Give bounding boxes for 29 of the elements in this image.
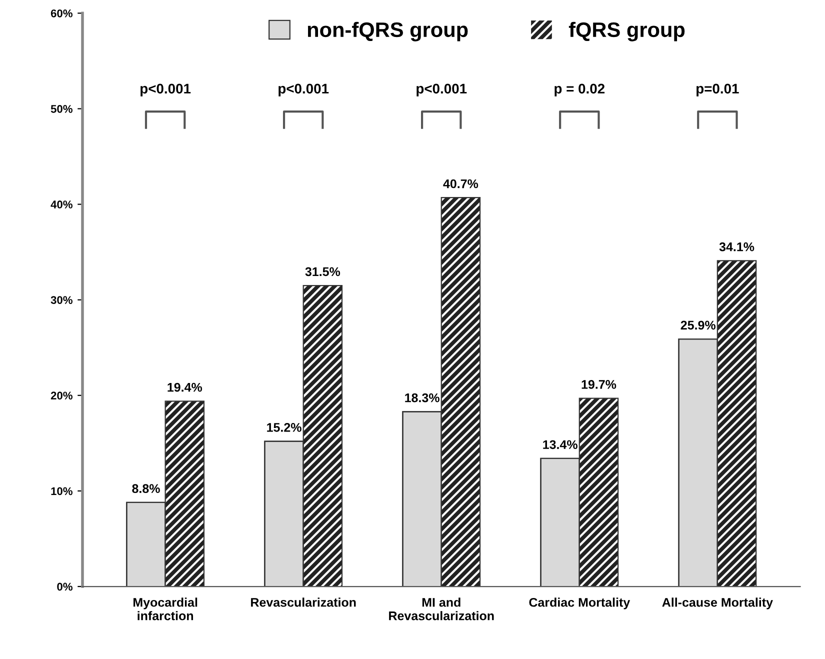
annotation: p=0.01 xyxy=(696,84,739,96)
annotation: p<0.001 xyxy=(416,84,467,96)
y-tick-label: 50% xyxy=(50,105,72,113)
data-label: 19.7% xyxy=(582,380,616,389)
data-label: 18.3% xyxy=(405,393,440,402)
y-tick-label: 30% xyxy=(50,296,72,304)
data-label: 15.2% xyxy=(267,423,302,432)
x-tick-label: All-cause Mortality xyxy=(662,598,773,610)
y-tick-label: 60% xyxy=(50,9,72,18)
x-tick-label: Myocardial infarction xyxy=(134,598,198,620)
legend-label: non-fQRS group xyxy=(308,22,468,42)
legend-label: fQRS group xyxy=(568,22,685,42)
data-label: 31.5% xyxy=(305,267,340,276)
annotation: p<0.001 xyxy=(140,84,191,96)
y-tick-label: 0% xyxy=(57,582,72,591)
annotation: p<0.001 xyxy=(278,84,329,96)
data-label: 34.1% xyxy=(719,242,754,252)
annotation: p = 0.02 xyxy=(554,84,605,96)
y-tick-label: 40% xyxy=(50,200,72,208)
x-tick-label: Cardiac Mortality xyxy=(529,598,630,610)
data-label: 19.4% xyxy=(168,382,202,392)
y-tick-label: 20% xyxy=(50,392,72,400)
data-label: 40.7% xyxy=(443,179,478,188)
x-tick-label: MI and Revascularization xyxy=(389,598,494,620)
data-label: 13.4% xyxy=(543,440,578,450)
data-label: 25.9% xyxy=(680,320,716,330)
data-label: 8.8% xyxy=(132,484,160,494)
y-tick-label: 10% xyxy=(51,487,72,496)
x-tick-label: Revascularization xyxy=(251,598,356,607)
